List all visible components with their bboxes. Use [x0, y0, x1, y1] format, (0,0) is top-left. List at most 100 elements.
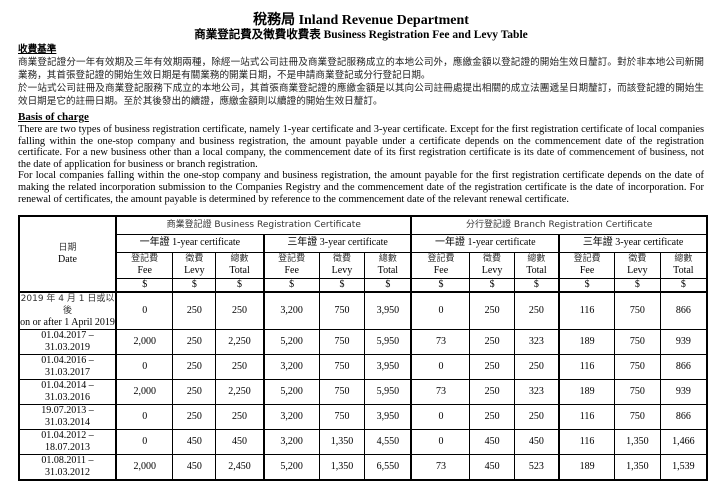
amount-cell: 250 — [469, 328, 515, 355]
table-row: 01.08.2011 – 31.03.2012 2,000 450 2,450 5,20… — [18, 453, 708, 481]
date-cell: 01.04.2012 – 18.07.2013 — [18, 428, 117, 455]
amount-cell: 750 — [318, 378, 366, 405]
amount-cell: 450 — [469, 428, 515, 455]
amount-cell: 323 — [513, 378, 560, 405]
amount-cell: 866 — [659, 403, 708, 430]
amount-cell: 5,950 — [364, 378, 412, 405]
amount-cell: 3,200 — [262, 353, 320, 380]
amount-cell: 250 — [513, 353, 560, 380]
amount-cell: 750 — [614, 403, 661, 430]
amount-cell: 866 — [659, 291, 708, 330]
amount-cell: 750 — [614, 353, 661, 380]
currency-label: $ — [659, 277, 708, 293]
amount-cell: 5,950 — [364, 328, 412, 355]
amount-cell: 189 — [558, 378, 616, 405]
column-header: 總數 Total — [364, 251, 412, 279]
table-row: 01.04.2017 – 31.03.2019 2,000 250 2,250 5,20… — [18, 328, 708, 355]
amount-cell: 6,550 — [364, 453, 412, 481]
amount-cell: 1,350 — [318, 428, 366, 455]
amount-cell: 250 — [215, 291, 265, 330]
amount-cell: 73 — [410, 328, 471, 355]
column-header: 徵費 Levy — [614, 251, 661, 279]
date-cell: 19.07.2013 – 31.03.2014 — [18, 403, 117, 430]
amount-cell: 0 — [410, 291, 471, 330]
amount-cell: 116 — [558, 353, 616, 380]
amount-cell: 250 — [469, 378, 515, 405]
amount-cell: 523 — [513, 453, 560, 481]
amount-cell: 5,200 — [262, 453, 320, 481]
amount-cell: 2,250 — [215, 378, 265, 405]
amount-cell: 750 — [614, 291, 661, 330]
amount-cell: 2,000 — [115, 453, 174, 481]
date-cell: 01.04.2014 – 31.03.2016 — [18, 378, 117, 405]
amount-cell: 5,200 — [262, 328, 320, 355]
amount-cell: 2,000 — [115, 378, 174, 405]
currency-label: $ — [364, 277, 412, 293]
column-header: 登記費 Fee — [410, 251, 471, 279]
date-cell: 01.08.2011 – 31.03.2012 — [18, 453, 117, 481]
amount-cell: 250 — [215, 403, 265, 430]
amount-cell: 73 — [410, 453, 471, 481]
amount-cell: 250 — [469, 291, 515, 330]
amount-cell: 0 — [410, 353, 471, 380]
amount-cell: 250 — [172, 353, 217, 380]
amount-cell: 189 — [558, 453, 616, 481]
currency-label: $ — [513, 277, 560, 293]
amount-cell: 1,350 — [318, 453, 366, 481]
amount-cell: 0 — [115, 291, 174, 330]
column-header: 總數 Total — [513, 251, 560, 279]
amount-cell: 116 — [558, 428, 616, 455]
amount-cell: 750 — [614, 328, 661, 355]
amount-cell: 866 — [659, 353, 708, 380]
currency-label: $ — [172, 277, 217, 293]
date-cell: 01.04.2016 – 31.03.2017 — [18, 353, 117, 380]
amount-cell: 2,450 — [215, 453, 265, 481]
group-header: 商業登記證 Business Registration Certificate — [114, 215, 412, 235]
date-cell: 2019 年 4 月 1 日或以後 on or after 1 April 201… — [18, 291, 117, 330]
en-basis-heading: Basis of charge — [18, 111, 89, 123]
amount-cell: 0 — [410, 428, 471, 455]
zh-basis-p1: 商業登記證分一年有效期及三年有效期兩種，除經一站式公司註冊及商業登記服務成立的本… — [18, 57, 704, 81]
amount-cell: 450 — [215, 428, 265, 455]
amount-cell: 0 — [410, 403, 471, 430]
amount-cell: 5,200 — [262, 378, 320, 405]
subgroup-header: 一年證 1-year certificate — [115, 233, 265, 253]
column-header: 總數 Total — [659, 251, 708, 279]
amount-cell: 0 — [115, 353, 174, 380]
amount-cell: 939 — [659, 378, 708, 405]
column-header: 總數 Total — [215, 251, 265, 279]
amount-cell: 750 — [318, 291, 366, 330]
amount-cell: 250 — [172, 403, 217, 430]
amount-cell: 189 — [558, 328, 616, 355]
amount-cell: 4,550 — [364, 428, 412, 455]
page-subtitle: 商業登記費及徵費收費表 Business Registration Fee an… — [194, 29, 528, 41]
table-row: 01.04.2016 – 31.03.2017 0 250 250 3,200 750 3,… — [18, 353, 708, 380]
table-row: 01.04.2012 – 18.07.2013 0 450 450 3,200 1,350… — [18, 428, 708, 455]
amount-cell: 116 — [558, 291, 616, 330]
amount-cell: 450 — [172, 453, 217, 481]
fee-table: 日期 Date 商業登記證 Business Registration Certi… — [18, 215, 708, 481]
amount-cell: 450 — [469, 453, 515, 481]
column-header: 徵費 Levy — [318, 251, 366, 279]
amount-cell: 250 — [513, 403, 560, 430]
amount-cell: 750 — [614, 378, 661, 405]
currency-label: $ — [410, 277, 471, 293]
en-basis-p2: For local companies falling within the o… — [18, 170, 704, 205]
amount-cell: 250 — [469, 353, 515, 380]
amount-cell: 1,350 — [614, 453, 661, 481]
currency-label: $ — [469, 277, 515, 293]
date-cell: 01.04.2017 – 31.03.2019 — [18, 328, 117, 355]
amount-cell: 250 — [469, 403, 515, 430]
amount-cell: 116 — [558, 403, 616, 430]
amount-cell: 3,200 — [262, 403, 320, 430]
subgroup-header: 一年證 1-year certificate — [410, 233, 560, 253]
amount-cell: 3,200 — [262, 291, 320, 330]
currency-label: $ — [262, 277, 320, 293]
currency-label: $ — [558, 277, 616, 293]
amount-cell: 250 — [172, 291, 217, 330]
currency-label: $ — [115, 277, 174, 293]
column-header: 徵費 Levy — [172, 251, 217, 279]
zh-basis-p2: 於一站式公司註冊及商業登記服務下成立的本地公司，其首張商業登記證的應繳金額是以其… — [18, 83, 704, 107]
amount-cell: 3,950 — [364, 403, 412, 430]
group-header: 分行登記證 Branch Registration Certificate — [410, 215, 708, 235]
